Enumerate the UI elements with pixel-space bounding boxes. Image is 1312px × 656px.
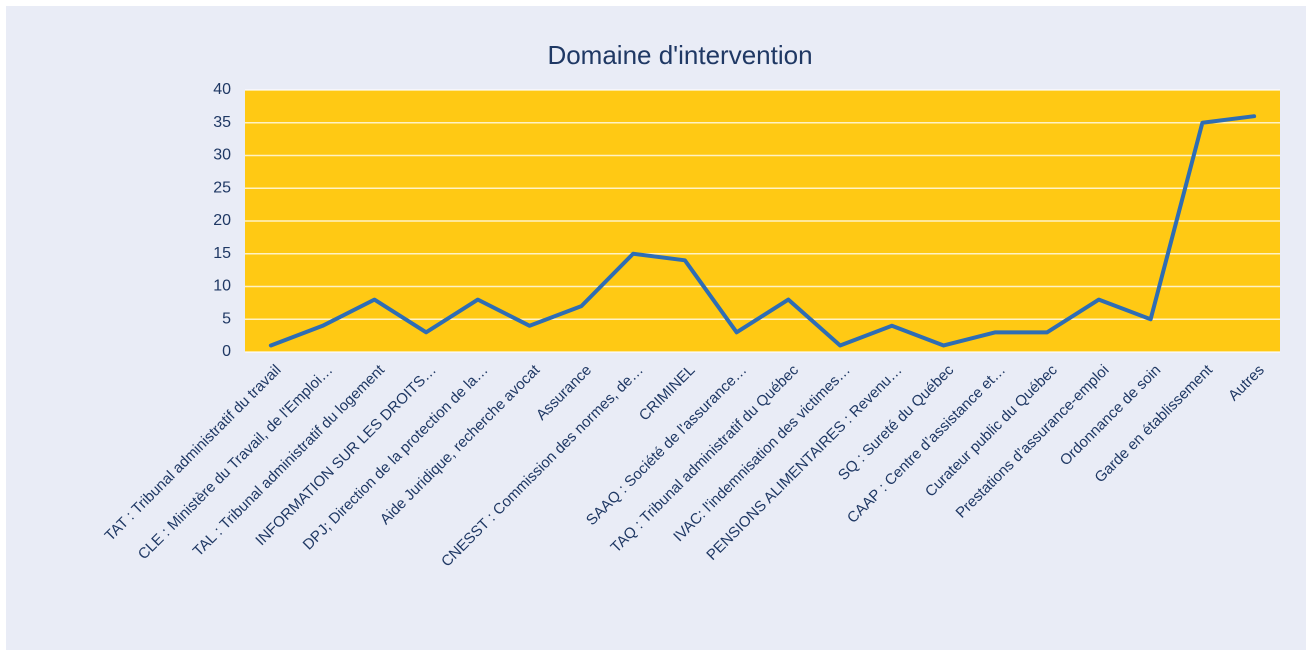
- y-tick-label: 40: [213, 81, 231, 98]
- y-tick-label: 35: [213, 114, 231, 131]
- data-line: [268, 114, 1257, 348]
- y-tick-label: 20: [213, 212, 231, 229]
- y-tick-label: 30: [213, 147, 231, 164]
- chart-title: Domaine d'intervention: [547, 40, 812, 70]
- y-tick-label: 25: [213, 179, 231, 196]
- y-tick-label: 10: [213, 278, 231, 295]
- y-tick-label: 0: [222, 343, 231, 360]
- y-tick-label: 15: [213, 245, 231, 262]
- y-tick-label: 5: [222, 310, 231, 327]
